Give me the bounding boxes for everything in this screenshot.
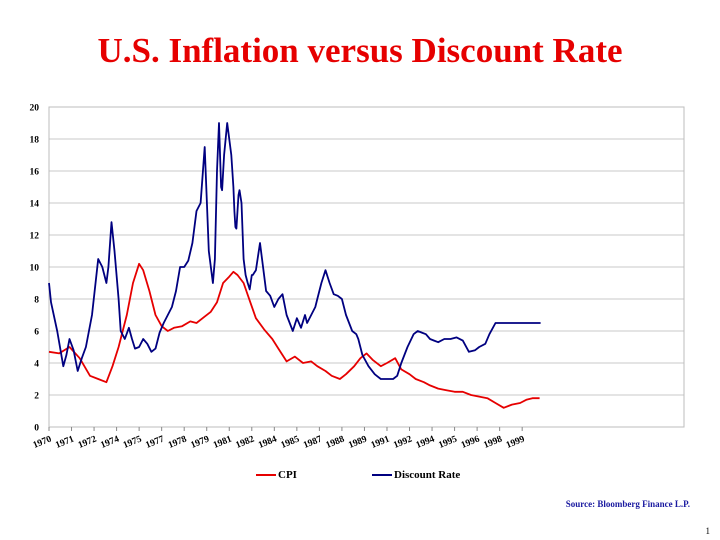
legend-swatch-discount-rate [372, 474, 392, 476]
legend-item-discount-rate: Discount Rate [372, 469, 460, 481]
x-tick-label-1994: 1994 [415, 434, 437, 450]
legend-label-discount-rate: Discount Rate [394, 469, 461, 481]
y-tick-label-18: 18 [30, 136, 40, 146]
series-line-discount-rate [48, 122, 541, 380]
plot-area [48, 106, 685, 428]
y-tick-label-4: 4 [34, 360, 39, 370]
x-tick-label-1971: 1971 [54, 434, 76, 450]
y-tick-label-14: 14 [30, 200, 40, 210]
x-tick-label-1991: 1991 [370, 434, 392, 450]
chart-title: U.S. Inflation versus Discount Rate [97, 31, 623, 70]
y-tick-label-16: 16 [30, 168, 40, 178]
x-tick-label-1992: 1992 [392, 434, 414, 450]
x-tick-label-1984: 1984 [257, 434, 279, 450]
x-tick-label-1988: 1988 [325, 434, 347, 450]
series-lines [48, 122, 541, 409]
y-tick-label-8: 8 [34, 296, 39, 306]
page-number: 1 [705, 526, 711, 536]
y-tick-label-10: 10 [30, 264, 40, 274]
x-tick-label-1982: 1982 [235, 434, 257, 450]
y-tick-label-2: 2 [34, 392, 39, 402]
x-tick-label-1977: 1977 [144, 434, 166, 450]
x-tick-label-1998: 1998 [482, 434, 504, 450]
y-axis-ticks: 0 2 4 6 8 10 12 14 16 18 20 [30, 104, 40, 434]
x-tick-label-1989: 1989 [347, 434, 369, 450]
x-tick-label-1999: 1999 [505, 434, 527, 450]
x-tick-label-1970: 1970 [32, 434, 54, 450]
x-tick-label-1979: 1979 [189, 434, 211, 450]
source-note: Source: Bloomberg Finance L.P. [565, 499, 690, 509]
x-tick-label-1995: 1995 [437, 434, 459, 450]
x-tick-label-1974: 1974 [99, 434, 121, 450]
y-tick-label-20: 20 [30, 104, 40, 114]
legend-swatch-cpi [256, 474, 276, 476]
legend-label-cpi: CPI [278, 469, 297, 481]
x-tick-label-1981: 1981 [212, 434, 234, 450]
y-tick-label-12: 12 [30, 232, 40, 242]
series-line-cpi [48, 262, 540, 409]
x-tick-label-1978: 1978 [167, 434, 189, 450]
x-tick-label-1987: 1987 [302, 434, 324, 450]
y-tick-label-0: 0 [34, 424, 39, 434]
x-tick-label-1996: 1996 [460, 434, 482, 450]
y-tick-label-6: 6 [34, 328, 39, 338]
x-axis-ticks: 1970 1971 1972 1974 1975 1977 1978 1979 1981 1982… [32, 427, 527, 451]
x-tick-label-1972: 1972 [77, 434, 99, 450]
legend-item-cpi: CPI [256, 469, 297, 481]
x-tick-label-1985: 1985 [280, 434, 302, 450]
x-tick-label-1975: 1975 [122, 434, 144, 450]
gridlines [49, 138, 684, 396]
